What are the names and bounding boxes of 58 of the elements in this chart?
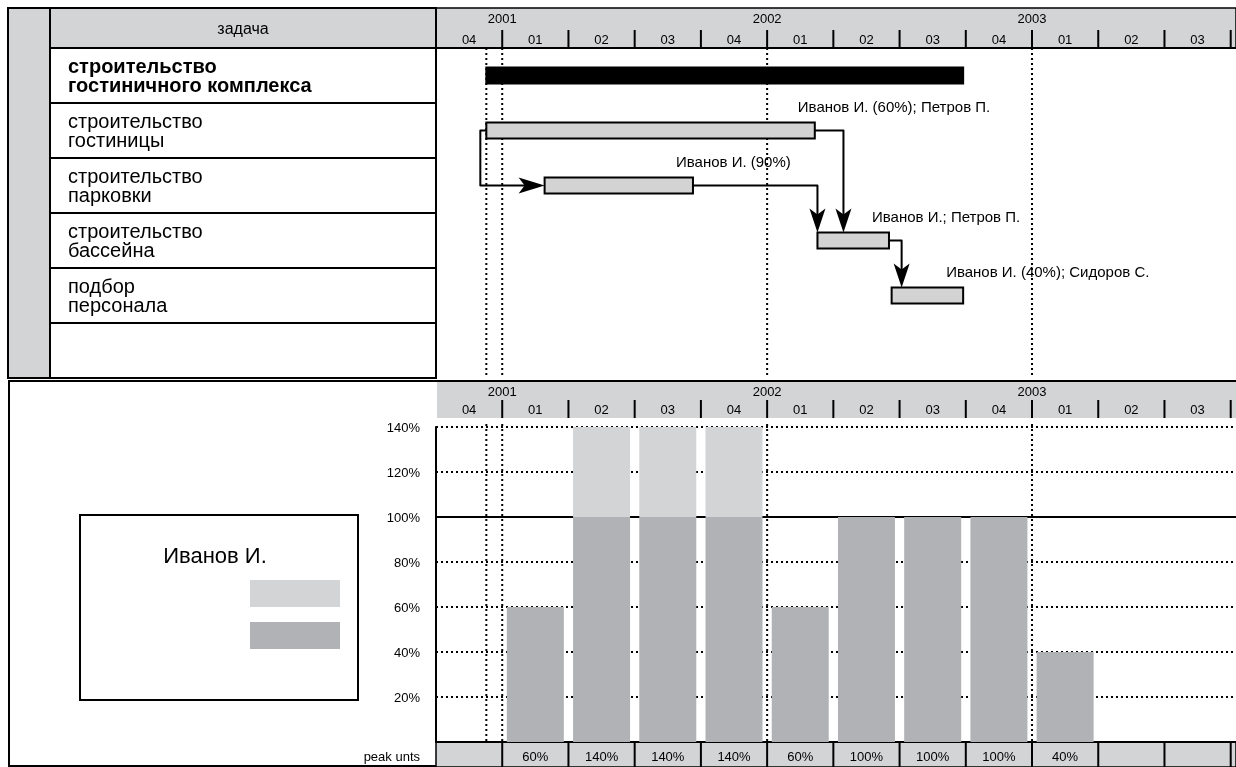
text: 01 xyxy=(1057,31,1073,47)
text: 04 xyxy=(726,401,742,417)
y-tick-label: 140% xyxy=(386,419,421,435)
text: 02 xyxy=(594,31,609,47)
text: 01 xyxy=(528,31,543,47)
legend-title: Иванов И. xyxy=(163,542,267,568)
y-tick-label: 20% xyxy=(393,689,421,705)
annotation: Иванов И.; Петров П. xyxy=(871,208,1021,225)
text: 03 xyxy=(1190,31,1205,47)
text: 01 xyxy=(793,31,808,47)
x-tick-label: 2002 xyxy=(752,11,782,26)
annotation: Иванов И. (90%) xyxy=(675,153,791,170)
total-label: 140% xyxy=(584,748,619,764)
text: 04 xyxy=(461,401,477,417)
text: peak unts xyxy=(363,748,421,764)
annotation: Иванов И. (40%); Сидоров С. xyxy=(946,263,1150,280)
y-tick-label: строительство парковки xyxy=(68,165,203,206)
total-label: 60% xyxy=(787,748,814,764)
y-tick-label: 60% xyxy=(393,599,421,615)
y-tick-label: 100% xyxy=(386,509,421,525)
x-tick-label: 2001 xyxy=(487,11,517,26)
y-tick-label: строительство гостиничного комплекса xyxy=(68,55,313,96)
y-tick-label: подбор персонала xyxy=(68,275,169,316)
text: 04 xyxy=(726,31,742,47)
text: 02 xyxy=(859,401,874,417)
total-label: 60% xyxy=(522,748,549,764)
text: 03 xyxy=(660,31,676,47)
text: 01 xyxy=(528,401,543,417)
text: 02 xyxy=(859,31,874,47)
y-tick-label: 40% xyxy=(393,644,421,660)
annotation: Иванов И. (60%); Петров П. xyxy=(797,98,991,115)
y-tick-label: строительство бассейна xyxy=(68,220,203,261)
x-tick-label: 2003 xyxy=(1017,11,1047,26)
text: 03 xyxy=(1190,401,1205,417)
text: 03 xyxy=(925,401,940,417)
y-tick-label: 120% xyxy=(386,464,421,480)
y-axis-title: задача xyxy=(217,19,269,37)
x-tick-label: 2001 xyxy=(487,384,517,399)
text: 02 xyxy=(1124,31,1139,47)
total-label: 140% xyxy=(651,748,685,764)
y-tick-label: 80% xyxy=(393,554,421,570)
text: 03 xyxy=(925,31,940,47)
text: 03 xyxy=(660,401,676,417)
text: 02 xyxy=(594,401,609,417)
text: 04 xyxy=(991,401,1007,417)
total-label: 140% xyxy=(717,748,752,764)
text: 01 xyxy=(1057,401,1073,417)
x-tick-label: 2002 xyxy=(752,384,782,399)
text: 04 xyxy=(991,31,1007,47)
total-label: 100% xyxy=(982,748,1016,764)
total-label: 100% xyxy=(916,748,950,764)
total-label: 100% xyxy=(849,748,884,764)
text: 04 xyxy=(461,31,477,47)
x-tick-label: 2003 xyxy=(1017,384,1047,399)
text: 02 xyxy=(1124,401,1139,417)
text: 01 xyxy=(793,401,808,417)
total-label: 40% xyxy=(1052,748,1079,764)
y-tick-label: строительство гостиницы xyxy=(68,110,203,151)
